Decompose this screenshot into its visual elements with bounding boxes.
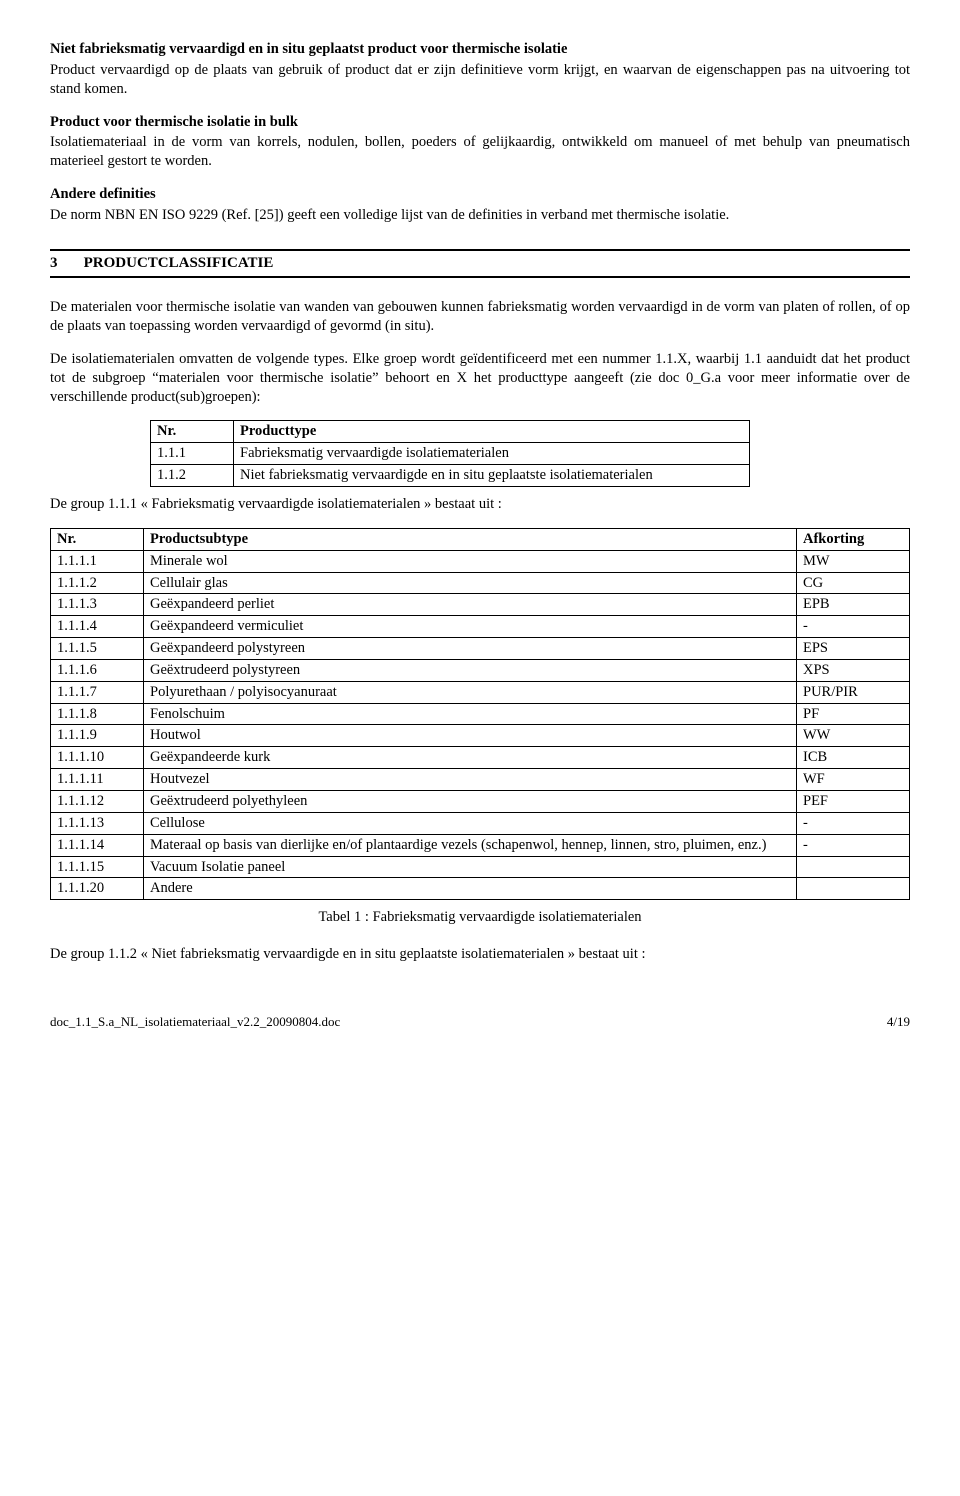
cell-nr: 1.1.1.1: [51, 550, 144, 572]
mid-line: De group 1.1.1 « Fabrieksmatig vervaardi…: [50, 495, 910, 514]
cell-nr: 1.1.1.7: [51, 681, 144, 703]
page-footer: doc_1.1_S.a_NL_isolatiemateriaal_v2.2_20…: [50, 1014, 910, 1031]
def2-title: Product voor thermische isolatie in bulk: [50, 113, 910, 132]
table-caption: Tabel 1 : Fabrieksmatig vervaardigde iso…: [50, 908, 910, 927]
table-row: 1.1.1.6Geëxtrudeerd polystyreenXPS: [51, 659, 910, 681]
th-abbr: Afkorting: [797, 528, 910, 550]
body-p2: De isolatiematerialen omvatten de volgen…: [50, 350, 910, 407]
cell-abbr: EPB: [797, 594, 910, 616]
cell-sub: Houtwol: [144, 725, 797, 747]
table-row: 1.1.1.5Geëxpandeerd polystyreenEPS: [51, 638, 910, 660]
cell-nr: 1.1.1.12: [51, 790, 144, 812]
cell-nr: 1.1.1.10: [51, 747, 144, 769]
cell-nr: 1.1.1.14: [51, 834, 144, 856]
cell-sub: Geëxpandeerde kurk: [144, 747, 797, 769]
table-row: 1.1.1.4Geëxpandeerd vermiculiet-: [51, 616, 910, 638]
cell-abbr: EPS: [797, 638, 910, 660]
cell-nr: 1.1.1: [151, 443, 234, 465]
cell-sub: Geëxpandeerd polystyreen: [144, 638, 797, 660]
table-row: 1.1.1.2Cellulair glasCG: [51, 572, 910, 594]
footer-filename: doc_1.1_S.a_NL_isolatiemateriaal_v2.2_20…: [50, 1014, 340, 1031]
cell-sub: Geëxpandeerd perliet: [144, 594, 797, 616]
cell-sub: Minerale wol: [144, 550, 797, 572]
cell-sub: Cellulair glas: [144, 572, 797, 594]
th-nr: Nr.: [151, 421, 234, 443]
cell-abbr: -: [797, 812, 910, 834]
table-row: 1.1.1.1Minerale wolMW: [51, 550, 910, 572]
cell-sub: Materaal op basis van dierlijke en/of pl…: [144, 834, 797, 856]
cell-sub: Vacuum Isolatie paneel: [144, 856, 797, 878]
cell-nr: 1.1.1.11: [51, 769, 144, 791]
productsubtype-table: Nr. Productsubtype Afkorting 1.1.1.1Mine…: [50, 528, 910, 900]
cell-abbr: ICB: [797, 747, 910, 769]
def1-title: Niet fabrieksmatig vervaardigd en in sit…: [50, 40, 910, 59]
cell-abbr: PUR/PIR: [797, 681, 910, 703]
cell-nr: 1.1.1.20: [51, 878, 144, 900]
cell-sub: Fenolschuim: [144, 703, 797, 725]
cell-abbr: -: [797, 616, 910, 638]
cell-sub: Andere: [144, 878, 797, 900]
end-line: De group 1.1.2 « Niet fabrieksmatig verv…: [50, 945, 910, 964]
cell-abbr: PF: [797, 703, 910, 725]
producttype-table: Nr. Producttype 1.1.1Fabrieksmatig verva…: [150, 420, 750, 487]
cell-nr: 1.1.1.6: [51, 659, 144, 681]
cell-type: Fabrieksmatig vervaardigde isolatiemater…: [234, 443, 750, 465]
table-row: 1.1.1.3Geëxpandeerd perlietEPB: [51, 594, 910, 616]
cell-nr: 1.1.1.15: [51, 856, 144, 878]
footer-page-number: 4/19: [887, 1014, 910, 1031]
table-row: 1.1.1.10Geëxpandeerde kurkICB: [51, 747, 910, 769]
def2-body: Isolatiemateriaal in de vorm van korrels…: [50, 133, 910, 171]
cell-abbr: WW: [797, 725, 910, 747]
cell-sub: Polyurethaan / polyisocyanuraat: [144, 681, 797, 703]
table-row: 1.1.1Fabrieksmatig vervaardigde isolatie…: [151, 443, 750, 465]
body-p1: De materialen voor thermische isolatie v…: [50, 298, 910, 336]
table-row: 1.1.1.12Geëxtrudeerd polyethyleenPEF: [51, 790, 910, 812]
cell-sub: Cellulose: [144, 812, 797, 834]
table-row: 1.1.1.13Cellulose-: [51, 812, 910, 834]
cell-sub: Geëxpandeerd vermiculiet: [144, 616, 797, 638]
cell-sub: Houtvezel: [144, 769, 797, 791]
table-row: 1.1.1.20Andere: [51, 878, 910, 900]
table-header-row: Nr. Producttype: [151, 421, 750, 443]
cell-sub: Geëxtrudeerd polyethyleen: [144, 790, 797, 812]
cell-nr: 1.1.1.2: [51, 572, 144, 594]
table-header-row: Nr. Productsubtype Afkorting: [51, 528, 910, 550]
table-row: 1.1.1.11HoutvezelWF: [51, 769, 910, 791]
table-row: 1.1.1.14Materaal op basis van dierlijke …: [51, 834, 910, 856]
table-row: 1.1.2Niet fabrieksmatig vervaardigde en …: [151, 465, 750, 487]
def3-title: Andere definities: [50, 185, 910, 204]
section-title: PRODUCTCLASSIFICATIE: [84, 254, 274, 274]
cell-abbr: PEF: [797, 790, 910, 812]
cell-nr: 1.1.1.5: [51, 638, 144, 660]
def3-body: De norm NBN EN ISO 9229 (Ref. [25]) geef…: [50, 206, 910, 225]
cell-abbr: CG: [797, 572, 910, 594]
cell-abbr: WF: [797, 769, 910, 791]
th-sub: Productsubtype: [144, 528, 797, 550]
cell-abbr: -: [797, 834, 910, 856]
table-row: 1.1.1.9HoutwolWW: [51, 725, 910, 747]
th-type: Producttype: [234, 421, 750, 443]
th-nr: Nr.: [51, 528, 144, 550]
def1-body: Product vervaardigd op de plaats van geb…: [50, 61, 910, 99]
cell-type: Niet fabrieksmatig vervaardigde en in si…: [234, 465, 750, 487]
cell-sub: Geëxtrudeerd polystyreen: [144, 659, 797, 681]
table-row: 1.1.1.7Polyurethaan / polyisocyanuraatPU…: [51, 681, 910, 703]
table-row: 1.1.1.15Vacuum Isolatie paneel: [51, 856, 910, 878]
cell-nr: 1.1.1.8: [51, 703, 144, 725]
cell-nr: 1.1.1.9: [51, 725, 144, 747]
cell-abbr: [797, 856, 910, 878]
cell-abbr: [797, 878, 910, 900]
section-heading: 3 PRODUCTCLASSIFICATIE: [50, 249, 910, 279]
section-number: 3: [50, 254, 80, 274]
cell-abbr: MW: [797, 550, 910, 572]
cell-nr: 1.1.1.4: [51, 616, 144, 638]
cell-nr: 1.1.1.13: [51, 812, 144, 834]
cell-abbr: XPS: [797, 659, 910, 681]
table-row: 1.1.1.8FenolschuimPF: [51, 703, 910, 725]
cell-nr: 1.1.2: [151, 465, 234, 487]
cell-nr: 1.1.1.3: [51, 594, 144, 616]
